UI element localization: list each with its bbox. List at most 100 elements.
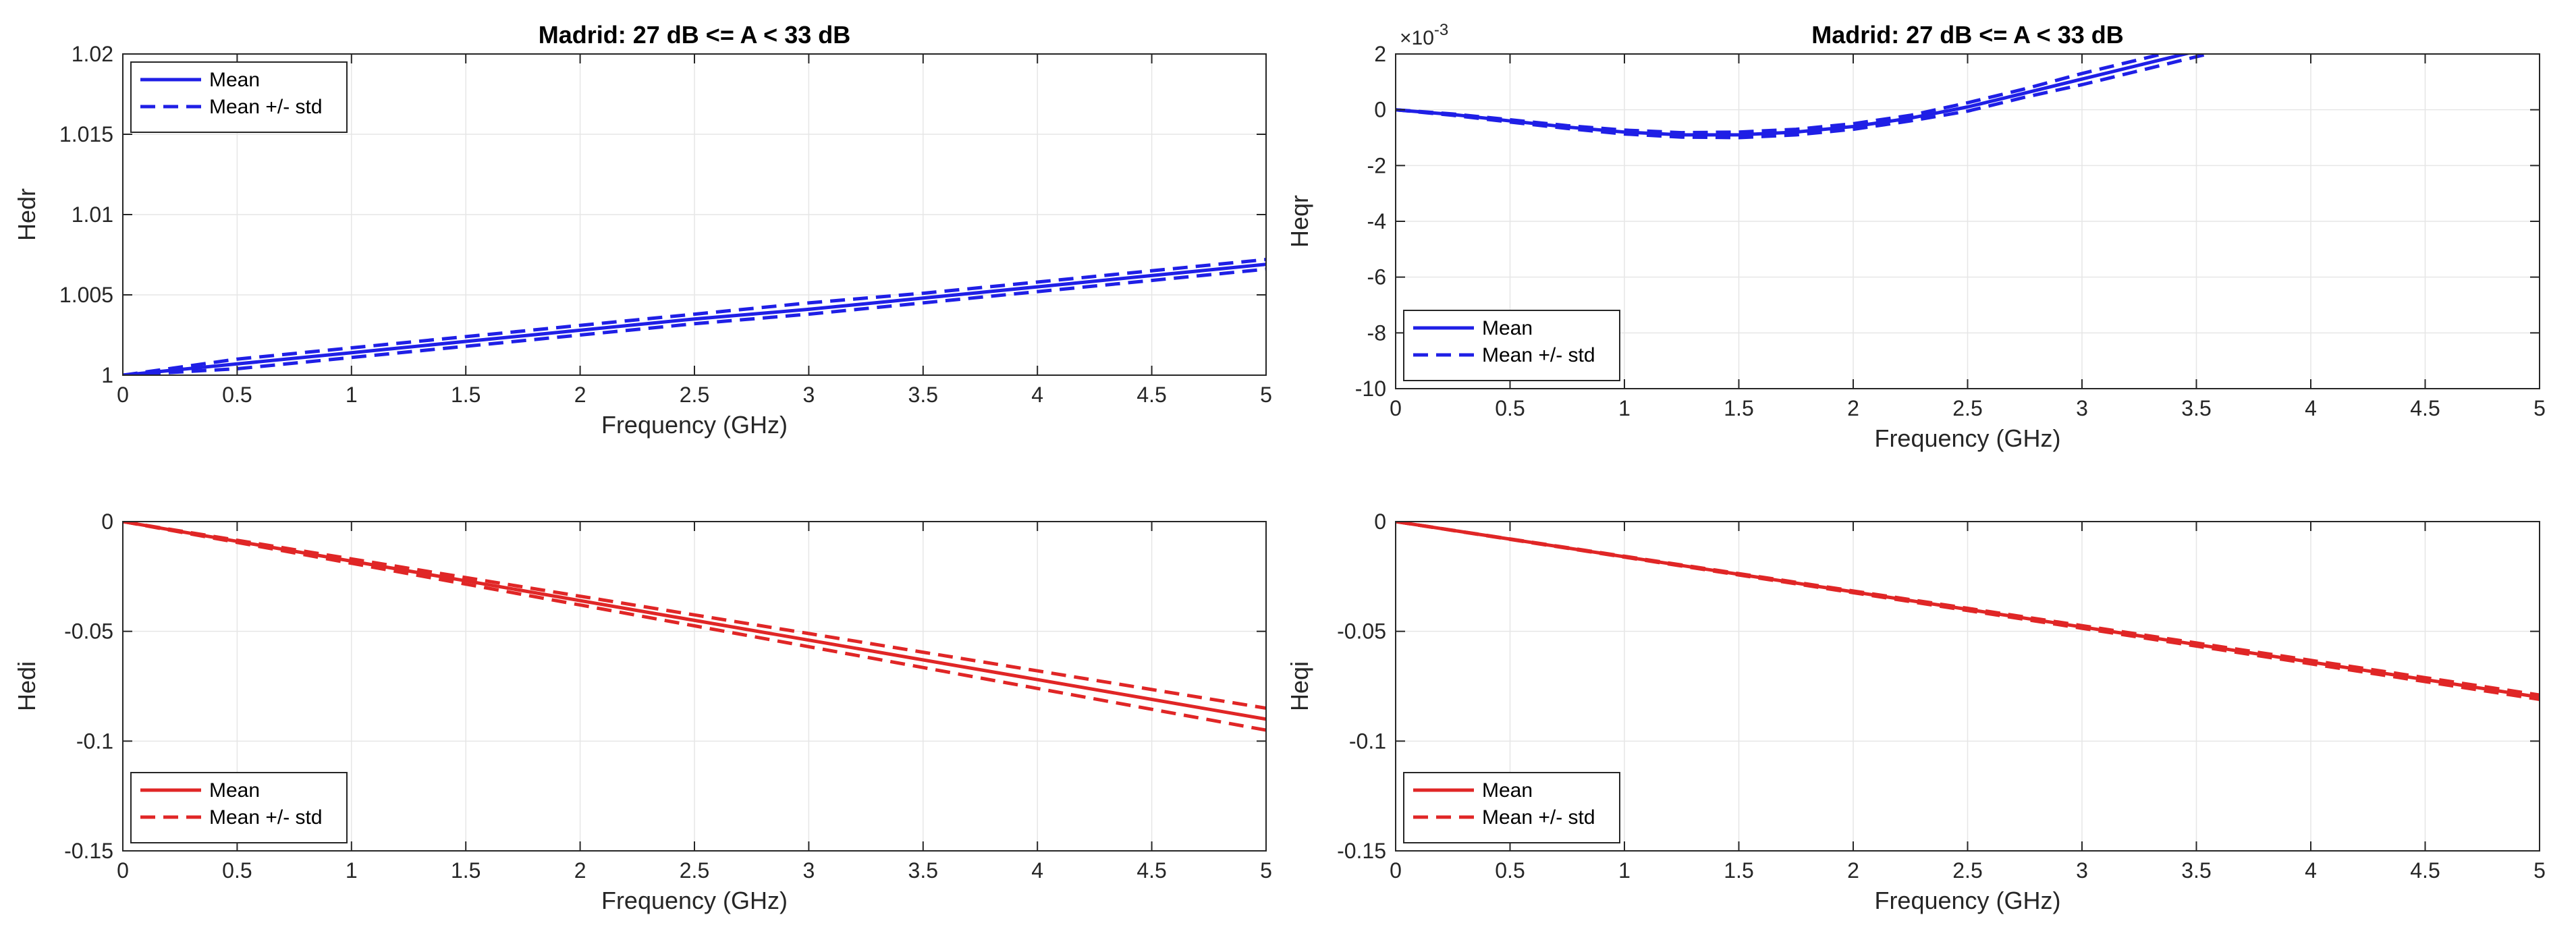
y-tick-label: -4 (1367, 209, 1386, 233)
y-tick-label: 0 (1374, 509, 1386, 534)
legend-label-std: Mean +/- std (209, 806, 323, 829)
series-mean-plus-std-line (1396, 54, 2170, 135)
x-tick-label: 3 (803, 858, 815, 883)
x-tick-label: 0.5 (222, 383, 252, 407)
y-tick-label: -8 (1367, 321, 1386, 345)
y-tick-label: -0.05 (64, 619, 113, 644)
series-mean-plus-std-line (123, 522, 1266, 710)
x-tick-label: 4.5 (1136, 383, 1166, 407)
y-tick-label: -0.1 (1349, 729, 1386, 753)
x-tick-label: 2 (574, 858, 586, 883)
legend-label-std: Mean +/- std (1482, 806, 1595, 829)
legend-label-std: Mean +/- std (1482, 344, 1595, 366)
x-tick-label: 2 (1847, 396, 1859, 420)
x-axis-label: Frequency (GHz) (601, 411, 788, 439)
x-tick-label: 4 (1031, 858, 1043, 883)
x-tick-label: 1 (346, 858, 358, 883)
x-axis-label: Frequency (GHz) (1874, 424, 2060, 452)
x-tick-label: 1 (1618, 396, 1630, 420)
x-tick-label: 2.5 (680, 858, 709, 883)
y-tick-label: 0 (101, 509, 113, 534)
x-tick-label: 4 (2305, 858, 2317, 883)
chart-1: 0 0.5 1 1.5 2 2.5 3 3.5 4 4.5 5 1 1.005 1.01 1.015 1.02… (13, 21, 1272, 439)
legend-label-mean: Mean (209, 779, 260, 802)
x-tick-label: 2 (574, 383, 586, 407)
x-tick-label: 1 (346, 383, 358, 407)
x-tick-label: 2.5 (680, 383, 709, 407)
chart-4: 0 0.5 1 1.5 2 2.5 3 3.5 4 4.5 5 -0.15 -0.1 -0.05 0 Freq… (1286, 509, 2546, 914)
series-mean-minus-std-line (123, 522, 1266, 732)
x-tick-label: 4.5 (2410, 396, 2440, 420)
x-tick-label: 3.5 (2181, 396, 2211, 420)
y-axis-label: Heqr (1286, 195, 1313, 248)
legend-label-mean: Mean (1482, 779, 1533, 802)
y-exponent-base: ×10 (1400, 27, 1434, 49)
legend-label-mean: Mean (1482, 317, 1533, 339)
x-tick-label: 1.5 (1724, 396, 1753, 420)
x-tick-label: 4.5 (2410, 858, 2440, 883)
series-mean-minus-std-line (123, 267, 1266, 375)
y-tick-label: -6 (1367, 265, 1386, 289)
x-tick-label: 3 (803, 383, 815, 407)
series-mean-plus-std-line (123, 258, 1266, 375)
legend: Mean Mean +/- std (1403, 772, 1620, 843)
x-tick-label: 0 (117, 383, 129, 407)
x-tick-label: 5 (1260, 858, 1272, 883)
x-tick-label: 3 (2076, 858, 2088, 883)
x-tick-label: 2.5 (1952, 858, 1982, 883)
series-group (123, 258, 1266, 375)
x-tick-label: 5 (1260, 383, 1272, 407)
x-tick-label: 5 (2533, 396, 2546, 420)
y-tick-label: -0.05 (1337, 619, 1386, 644)
y-tick-label: 0 (1374, 98, 1386, 122)
chart-2: 0 0.5 1 1.5 2 2.5 3 3.5 4 4.5 5 -10 -8 -6 -4 -2 0 2 ×10-3 F… (1286, 21, 2546, 452)
x-tick-label: 2 (1847, 858, 1859, 883)
legend: Mean Mean +/- std (1403, 310, 1620, 381)
y-tick-label: -10 (1355, 377, 1386, 401)
x-tick-label: 0 (1390, 396, 1402, 420)
y-axis-label: Hedi (13, 661, 40, 711)
chart-title: Madrid: 27 dB <= A < 33 dB (1811, 21, 2123, 49)
series-group (1396, 54, 2215, 140)
x-tick-label: 3 (2076, 396, 2088, 420)
legend-label-mean: Mean (209, 69, 260, 91)
x-tick-label: 4 (1031, 383, 1043, 407)
x-tick-label: 3.5 (908, 858, 938, 883)
x-tick-label: 1.5 (451, 383, 481, 407)
series-mean-minus-std-line (1396, 522, 2540, 701)
x-tick-label: 1.5 (1724, 858, 1753, 883)
chart-3: 0 0.5 1 1.5 2 2.5 3 3.5 4 4.5 5 -0.15 -0.1 -0.05 0 Freq… (13, 509, 1272, 914)
x-axis-label: Frequency (GHz) (601, 887, 788, 914)
y-tick-label: 1.01 (72, 202, 113, 227)
y-exponent-power: -3 (1434, 21, 1448, 39)
series-group (123, 522, 1266, 732)
y-axis-label: Heqi (1286, 661, 1313, 711)
x-tick-label: 3.5 (908, 383, 938, 407)
legend-box (130, 772, 348, 843)
x-tick-label: 4 (2305, 396, 2317, 420)
y-tick-label: -0.15 (64, 839, 113, 863)
legend-label-std: Mean +/- std (209, 96, 323, 118)
legend-box (1403, 310, 1620, 381)
x-tick-label: 0 (1390, 858, 1402, 883)
y-tick-label: -0.15 (1337, 839, 1386, 863)
legend-box (1403, 772, 1620, 843)
legend: Mean Mean +/- std (130, 772, 348, 843)
x-tick-label: 0.5 (1495, 396, 1525, 420)
series-mean-line (123, 522, 1266, 721)
legend: Mean Mean +/- std (130, 61, 348, 133)
y-exponent-label: ×10-3 (1400, 21, 1448, 49)
y-tick-label: -0.1 (76, 729, 113, 753)
y-tick-label: 1.02 (72, 42, 113, 66)
series-group (1396, 522, 2540, 701)
y-axis-label: Hedr (13, 188, 40, 241)
x-tick-label: 0 (117, 858, 129, 883)
x-tick-label: 2.5 (1952, 396, 1982, 420)
series-mean-line (123, 262, 1266, 375)
x-tick-label: 1 (1618, 858, 1630, 883)
y-tick-label: 2 (1374, 42, 1386, 66)
x-tick-label: 0.5 (1495, 858, 1525, 883)
y-tick-label: 1.005 (59, 283, 113, 307)
legend-box (130, 61, 348, 133)
